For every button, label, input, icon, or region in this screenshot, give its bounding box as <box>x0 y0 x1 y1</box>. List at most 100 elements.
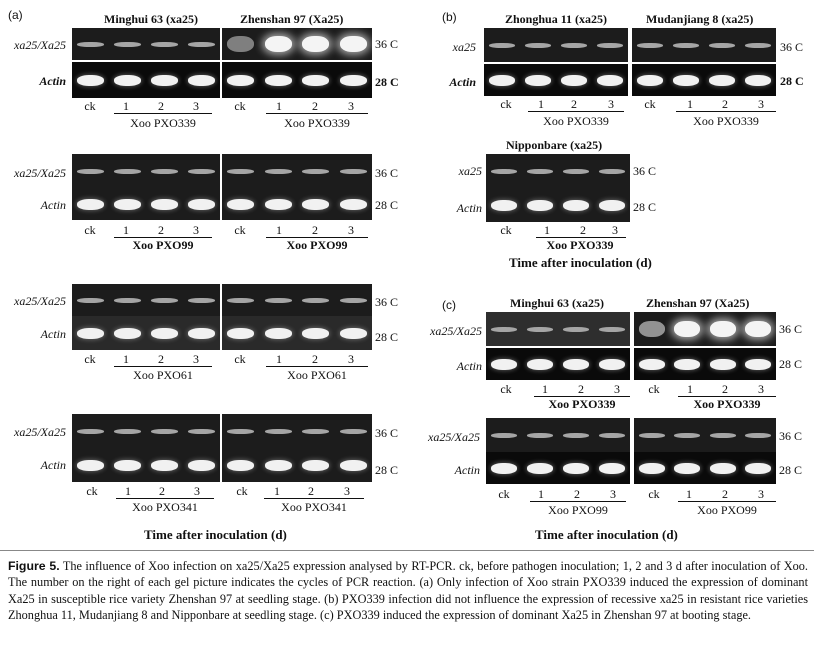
cycle-label: 28 C <box>375 463 399 477</box>
cycle-label: 28 C <box>375 198 399 212</box>
gel-band <box>745 74 771 86</box>
gel-band <box>77 74 104 86</box>
lane-2: 2 <box>308 484 314 498</box>
gel-c-339-right-target <box>634 312 776 346</box>
lane-3: 3 <box>193 99 199 113</box>
gel-band <box>302 74 330 86</box>
lane-ck: ck <box>236 484 248 498</box>
gel-band <box>302 428 330 434</box>
gel-band <box>491 462 517 474</box>
gel-band <box>527 358 553 370</box>
gel-band <box>745 432 772 438</box>
gel-band <box>227 428 255 434</box>
gel-band <box>638 321 665 337</box>
gel-a-99-left-actin <box>72 188 220 220</box>
gel-band <box>491 199 517 211</box>
gel-band <box>227 36 255 52</box>
lane-underline <box>114 366 212 367</box>
gel-band <box>745 321 772 337</box>
row-label-xa25-Xa25: xa25/Xa25 <box>14 425 66 439</box>
gel-band <box>114 41 141 47</box>
gel-band <box>77 327 104 339</box>
gel-band <box>151 459 178 471</box>
gel-band <box>227 327 255 339</box>
gel-band <box>264 327 292 339</box>
gel-b-nip-actin <box>486 188 630 222</box>
panel-a-label: (a) <box>8 8 23 22</box>
gel-band <box>188 428 215 434</box>
gel-band <box>114 459 141 471</box>
row-label-actin: Actin <box>456 201 482 215</box>
gel-band <box>264 168 292 174</box>
gel-band <box>674 462 701 474</box>
gel-a-99-right-actin <box>222 188 372 220</box>
cycle-label: 28 C <box>375 75 399 89</box>
gel-band <box>597 74 623 86</box>
gel-band <box>339 327 367 339</box>
gel-band <box>227 198 255 210</box>
gel-band <box>491 326 517 332</box>
lane-2: 2 <box>722 382 728 396</box>
gel-a-341-left-actin <box>72 448 220 482</box>
gel-band <box>77 41 104 47</box>
gel-c-339-left-actin <box>486 348 630 380</box>
gel-band <box>637 42 663 48</box>
lane-underline <box>534 396 630 397</box>
cultivar-mudanjiang8: Mudanjiang 8 (xa25) <box>646 12 754 26</box>
lane-ck: ck <box>86 484 98 498</box>
gel-band <box>599 462 625 474</box>
gel-band <box>709 42 735 48</box>
lane-underline <box>678 501 776 502</box>
gel-a-339-left-actin <box>72 62 220 98</box>
strain-label: Xoo PXO99 <box>548 503 608 517</box>
lane-ck: ck <box>84 99 96 113</box>
lane-underline <box>114 113 212 114</box>
cycle-label: 36 C <box>375 295 399 309</box>
lane-1: 1 <box>125 484 131 498</box>
lane-3: 3 <box>344 484 350 498</box>
gel-band <box>188 198 215 210</box>
gel-band <box>527 326 553 332</box>
cultivar-zhenshan97-a: Zhenshan 97 (Xa25) <box>240 12 344 26</box>
gel-band <box>77 297 104 303</box>
gel-band <box>77 168 104 174</box>
lane-2: 2 <box>159 484 165 498</box>
gel-band <box>527 168 553 174</box>
gel-band <box>339 428 367 434</box>
lane-1: 1 <box>123 352 129 366</box>
gel-a-339-right-actin <box>222 62 372 98</box>
cultivar-minghui63-a: Minghui 63 (xa25) <box>104 12 199 26</box>
gel-band <box>264 459 292 471</box>
strain-label: Xoo PXO339 <box>546 238 614 252</box>
gel-band <box>339 297 367 303</box>
cycle-label: 36 C <box>779 429 803 443</box>
lane-3: 3 <box>758 97 764 111</box>
gel-c-99-left-actin <box>486 452 630 484</box>
gel-a-341-right-actin <box>222 448 372 482</box>
row-label-xa25-Xa25: xa25/Xa25 <box>14 166 66 180</box>
gel-band <box>188 41 215 47</box>
gel-band <box>597 42 623 48</box>
gel-a-61-left-actin <box>72 316 220 350</box>
strain-label: Xoo PXO341 <box>281 500 347 514</box>
gel-band <box>114 297 141 303</box>
cycle-label: 36 C <box>780 40 804 54</box>
cycle-label: 36 C <box>779 322 803 336</box>
lane-1: 1 <box>123 223 129 237</box>
gel-band <box>491 432 517 438</box>
lane-3: 3 <box>614 382 620 396</box>
gel-band <box>525 42 551 48</box>
lane-underline <box>266 237 368 238</box>
gel-a-61-right-target <box>222 284 372 316</box>
lane-2: 2 <box>312 352 318 366</box>
gel-band <box>151 297 178 303</box>
gel-band <box>674 321 701 337</box>
row-label-xa25: xa25 <box>458 164 482 178</box>
gel-band <box>264 297 292 303</box>
row-label-actin: Actin <box>454 463 480 477</box>
lane-3: 3 <box>348 352 354 366</box>
gel-band <box>227 168 255 174</box>
gel-c-99-right-target <box>634 418 776 452</box>
gel-band <box>745 358 772 370</box>
gel-band <box>673 42 699 48</box>
